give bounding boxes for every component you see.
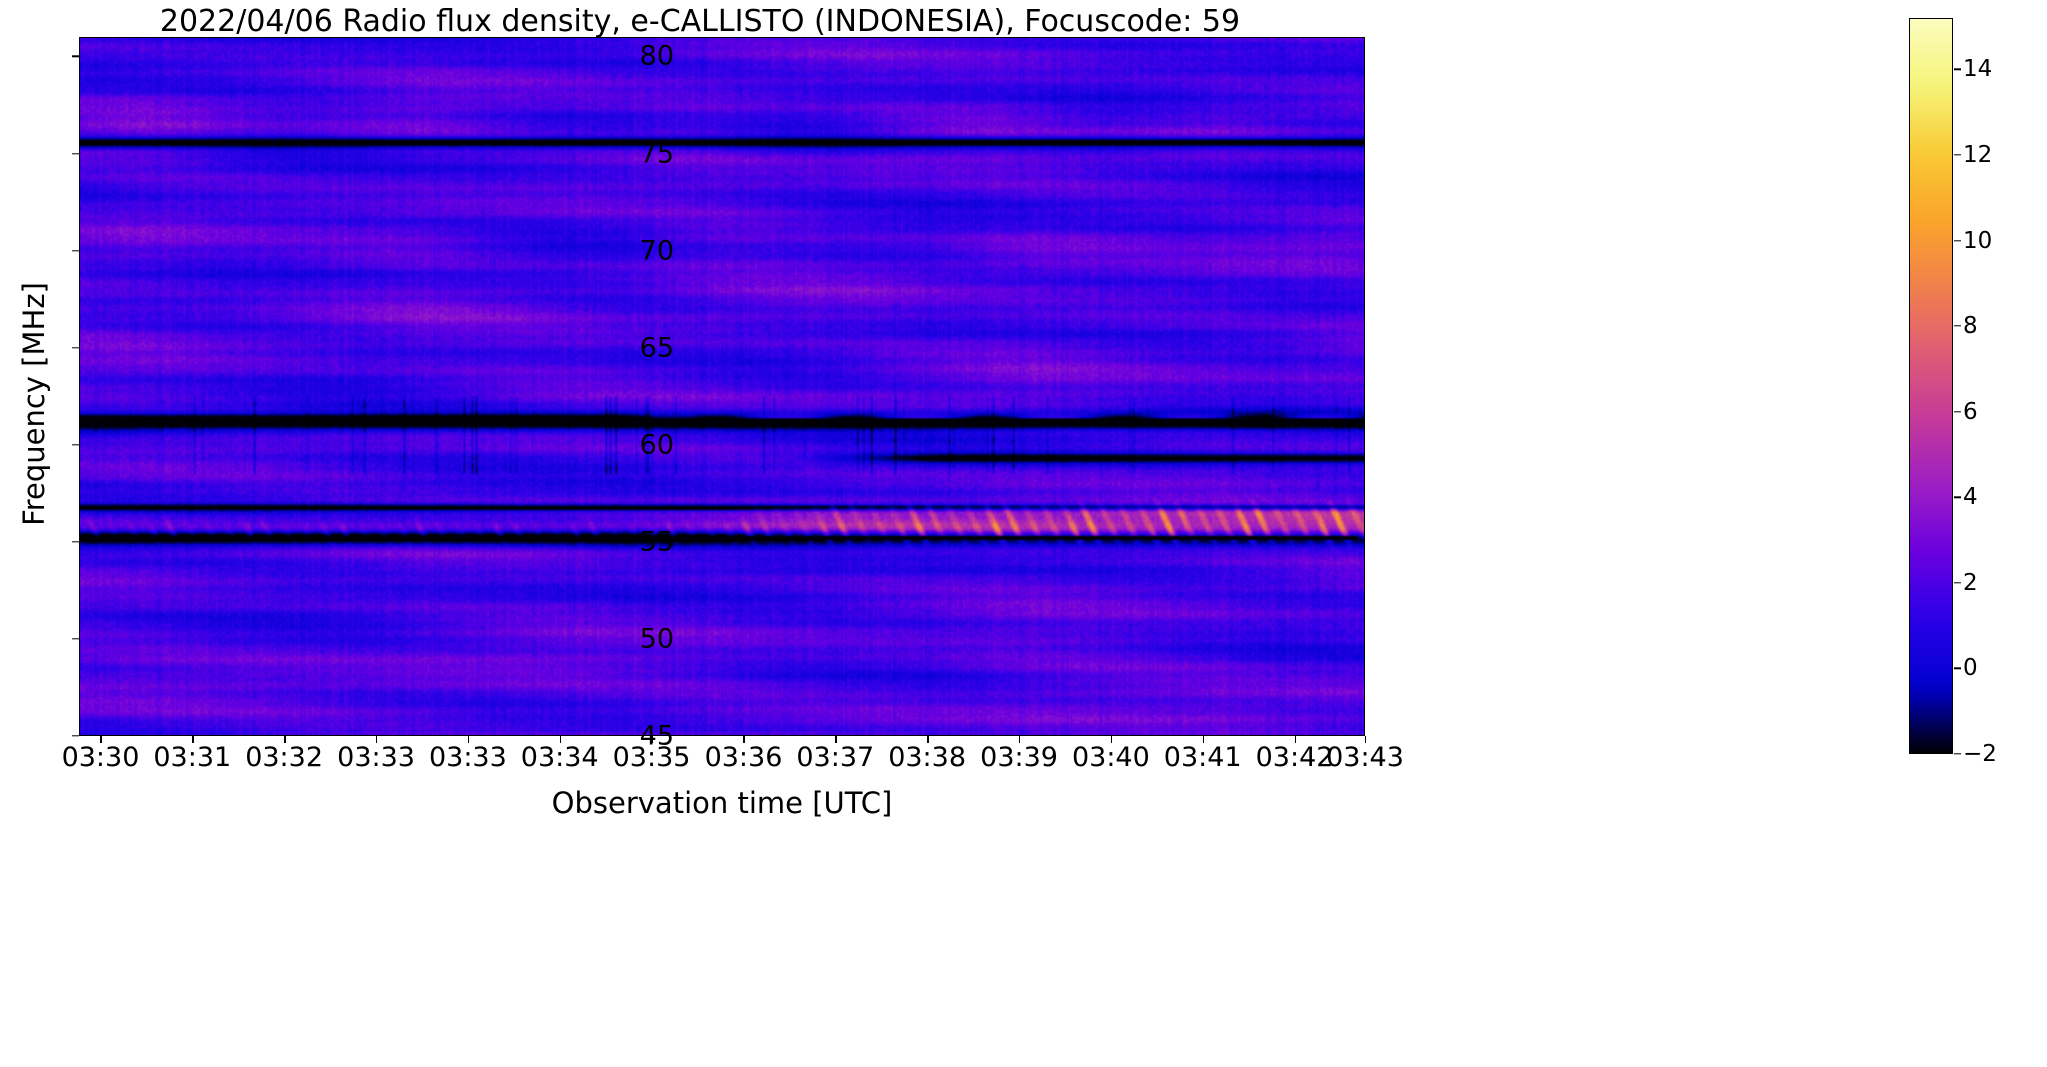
x-axis-tick-mark [467,736,470,743]
colorbar-tick-mark [1954,753,1961,755]
colorbar-tick-label: 6 [1963,398,1978,425]
colorbar-tick-label: 2 [1963,569,1978,596]
x-axis-tick-label: 03:36 [704,742,783,773]
x-axis-tick-label: 03:40 [1071,742,1150,773]
colorbar-tick-mark [1954,325,1961,327]
colorbar-tick-label: −2 [1963,741,1997,767]
x-axis-tick-mark [743,736,745,743]
x-axis-tick-mark [192,736,194,743]
x-axis-tick-label: 03:43 [1326,742,1404,773]
colorbar-tick-mark [1954,496,1961,498]
y-axis-tick-mark [72,735,79,737]
x-axis-tick-label: 03:30 [61,742,140,773]
x-axis-tick-label: 03:35 [612,742,691,773]
colorbar-tick-mark [1954,154,1961,156]
x-axis-tick-label: 03:39 [980,742,1058,773]
y-axis-label: Frequency [MHz] [17,282,51,526]
colorbar-tick-mark [1954,410,1961,413]
colorbar [1909,18,1953,754]
x-axis-tick-mark [284,736,286,743]
y-axis-tick-label: 60 [639,429,674,461]
colorbar-tick-mark [1954,667,1961,670]
spectrogram-image [80,38,1364,735]
colorbar-tick-mark [1954,582,1961,584]
x-axis-tick-mark [1365,736,1367,743]
x-axis-tick-mark [1294,736,1296,743]
x-axis-tick-mark [835,736,837,743]
y-axis-tick-mark [72,55,79,58]
x-axis-tick-mark [1019,736,1021,743]
colorbar-tick-label: 12 [1963,141,1993,168]
y-axis-tick-label: 65 [639,332,674,364]
y-axis-tick-mark [72,152,79,155]
y-axis-tick-mark [72,346,79,349]
y-axis-tick-mark [72,638,79,640]
colorbar-tick-label: 0 [1963,655,1978,682]
x-axis-tick-mark [1110,736,1113,743]
y-axis-tick-label: 80 [639,40,674,72]
x-axis-tick-label: 03:41 [1163,742,1242,773]
x-axis-tick-mark [100,736,102,743]
y-axis-tick-mark [72,444,79,446]
x-axis-tick-mark [651,736,653,743]
x-axis-tick-label: 03:31 [153,742,232,773]
x-axis-tick-mark [927,736,929,743]
x-axis-label: Observation time [UTC] [551,786,893,820]
x-axis-tick-label: 03:33 [337,742,415,773]
y-axis-tick-label: 75 [639,138,674,169]
colorbar-gradient [1910,19,1952,753]
x-axis-tick-mark [1202,736,1205,743]
x-axis-tick-label: 03:34 [520,742,599,773]
colorbar-tick-label: 4 [1963,484,1978,511]
x-axis-tick-mark [376,736,378,743]
figure-title: 2022/04/06 Radio flux density, e-CALLIST… [159,4,1241,39]
colorbar-tick-mark [1954,239,1961,242]
y-axis-tick-label: 55 [639,526,674,558]
x-axis-tick-label: 03:42 [1255,742,1334,773]
x-axis-tick-label: 03:38 [888,742,967,773]
x-axis-tick-label: 03:33 [428,742,507,773]
x-axis-tick-label: 03:32 [245,742,324,773]
spectrogram-plot-area [79,37,1365,736]
x-axis-tick-label: 03:37 [796,742,875,773]
y-axis-tick-label: 45 [639,720,674,752]
y-axis-tick-mark [72,541,79,543]
y-axis-tick-label: 70 [639,235,674,267]
colorbar-tick-label: 10 [1963,227,1993,254]
colorbar-tick-mark [1954,68,1961,71]
colorbar-tick-label: 14 [1963,56,1993,83]
colorbar-tick-label: 8 [1963,313,1978,340]
x-axis-tick-mark [559,736,562,743]
y-axis-tick-mark [72,249,79,252]
y-axis-tick-label: 50 [639,623,674,655]
